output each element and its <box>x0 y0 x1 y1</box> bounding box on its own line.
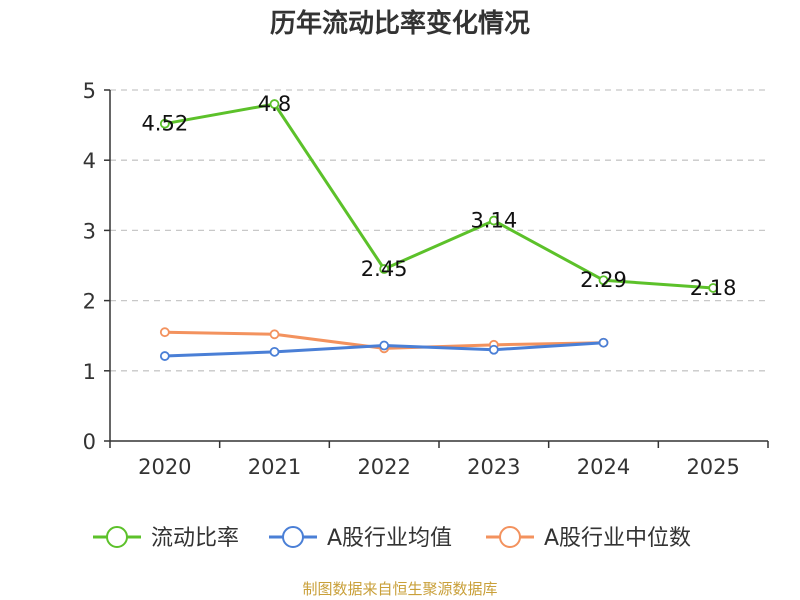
data-label: 2.18 <box>690 276 737 300</box>
data-point <box>159 327 170 338</box>
y-tick-label: 0 <box>83 430 96 454</box>
y-tick-label: 1 <box>83 360 96 384</box>
data-point <box>159 351 170 361</box>
data-point <box>269 346 280 357</box>
x-tick-label: 2022 <box>357 455 410 479</box>
data-point <box>598 275 609 286</box>
data-point <box>488 215 499 226</box>
x-tick-label: 2024 <box>577 455 630 479</box>
legend: 流动比率 A股行业均值 A股行业中位数 <box>93 526 691 551</box>
data-point <box>708 283 719 293</box>
x-tick-label: 2020 <box>138 455 191 479</box>
source-note: 制图数据来自恒生聚源数据库 <box>302 580 497 598</box>
x-tick-labels: 2020 2021 2022 2023 2024 2025 <box>109 441 769 479</box>
data-point <box>269 329 280 340</box>
x-tick-label: 2023 <box>467 455 520 479</box>
data-point <box>598 337 609 348</box>
legend-label: 流动比率 <box>151 526 239 551</box>
y-tick-label: 5 <box>83 79 96 103</box>
legend-item-2[interactable]: A股行业中位数 <box>486 526 691 551</box>
series-0: 4.52 4.8 2.45 3.14 2.29 2.18 <box>141 92 736 300</box>
legend-marker <box>499 526 521 548</box>
legend-label: A股行业均值 <box>327 526 452 551</box>
y-tick-label: 2 <box>83 290 96 314</box>
data-label: 2.45 <box>361 257 408 281</box>
data-label: 2.29 <box>580 268 627 292</box>
data-point <box>269 99 280 109</box>
grid-lines <box>110 89 768 372</box>
data-point <box>159 118 170 129</box>
chart-title: 历年流动比率变化情况 <box>270 8 530 39</box>
series-line <box>164 102 714 290</box>
legend-item-1[interactable]: A股行业均值 <box>269 526 452 551</box>
y-tick-label: 4 <box>83 149 96 173</box>
legend-label: A股行业中位数 <box>544 526 691 551</box>
series-group: 4.52 4.8 2.45 3.14 2.29 2.18 <box>141 92 737 361</box>
data-label: 4.8 <box>258 92 291 116</box>
x-tick-label: 2021 <box>248 455 301 479</box>
legend-item-0[interactable]: 流动比率 <box>93 526 239 551</box>
y-tick-labels: 0 1 2 3 4 5 <box>83 79 110 454</box>
axes <box>109 90 768 442</box>
x-tick-label: 2025 <box>686 455 739 479</box>
data-label: 4.52 <box>141 112 188 136</box>
y-tick-label: 3 <box>83 219 96 243</box>
data-point <box>379 340 390 351</box>
series-1 <box>159 337 609 361</box>
data-point <box>488 344 499 355</box>
data-label: 3.14 <box>470 209 517 233</box>
data-point <box>379 264 390 274</box>
legend-marker <box>282 526 304 548</box>
legend-marker <box>106 526 128 548</box>
